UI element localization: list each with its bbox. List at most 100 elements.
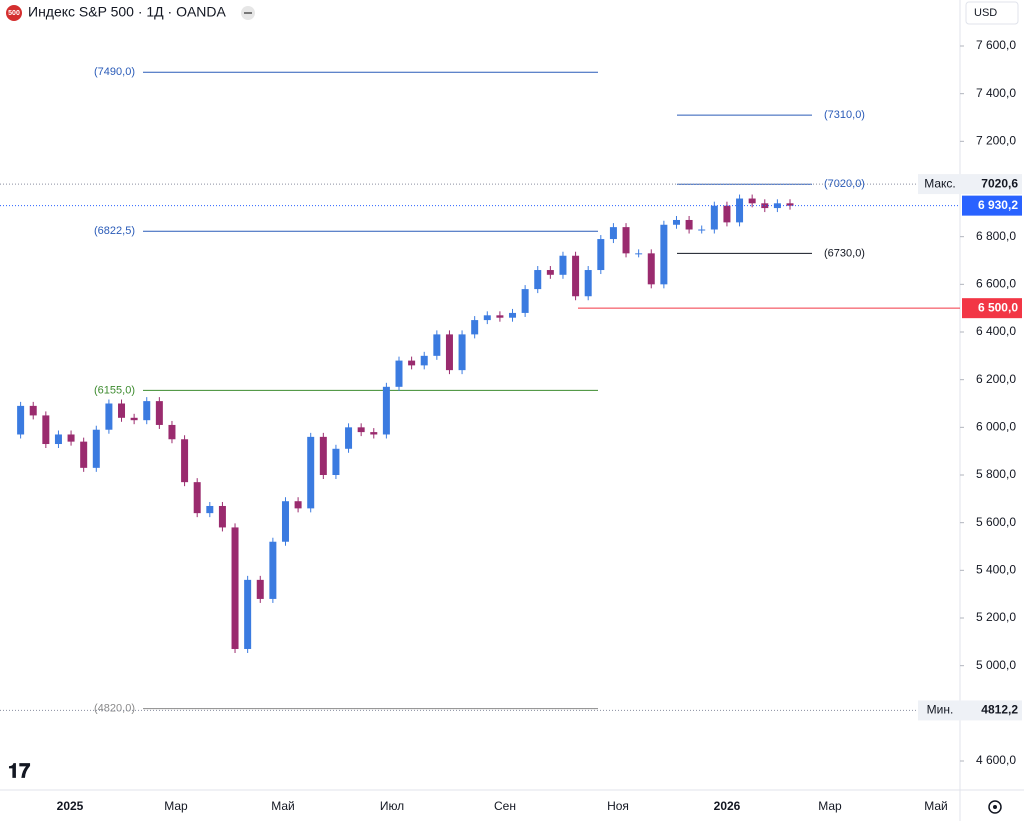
price-tag-name: Макс. <box>924 176 956 190</box>
price-tag-label: 4812,2 <box>981 703 1018 717</box>
candle <box>382 386 390 435</box>
x-tick-label: Май <box>924 799 948 813</box>
candle <box>572 255 580 297</box>
price-tag-box <box>918 174 962 195</box>
candle <box>483 315 491 321</box>
candle <box>420 355 428 366</box>
candle <box>546 270 554 275</box>
candle <box>181 439 189 483</box>
collapse-icon <box>244 12 252 14</box>
candle <box>118 403 126 418</box>
level-label: (7490,0) <box>94 66 135 78</box>
price-tag-label: 6 500,0 <box>978 300 1018 314</box>
tv-logo[interactable]: 𝟏𝟕 <box>8 760 30 782</box>
candle <box>29 405 37 416</box>
candle <box>244 579 252 649</box>
y-tick-label: 6 000,0 <box>976 420 1016 434</box>
candle <box>231 527 239 649</box>
candle <box>307 436 315 509</box>
candle <box>155 401 163 425</box>
y-tick-label: 5 000,0 <box>976 658 1016 672</box>
candle <box>748 198 756 204</box>
candle <box>269 541 277 599</box>
candle <box>647 253 655 285</box>
candle <box>609 227 617 240</box>
level-label: (4820,0) <box>94 702 135 714</box>
candle <box>698 229 706 231</box>
x-tick-label: 2026 <box>714 799 741 813</box>
currency: USD <box>974 7 997 19</box>
candle <box>206 505 214 514</box>
candle <box>42 415 50 445</box>
price-tag-box <box>918 700 962 721</box>
settings-icon[interactable] <box>988 800 1002 814</box>
y-tick-label: 5 200,0 <box>976 610 1016 624</box>
price-tag-label: 6 930,2 <box>978 198 1018 212</box>
candle <box>370 432 378 435</box>
candle <box>67 434 75 442</box>
candle <box>521 289 529 313</box>
candle <box>168 424 176 440</box>
y-tick-label: 5 400,0 <box>976 563 1016 577</box>
candle <box>496 315 504 318</box>
settings-icon-dot <box>993 805 997 809</box>
candle <box>105 403 113 430</box>
candle <box>723 205 731 223</box>
y-tick-label: 5 800,0 <box>976 467 1016 481</box>
candle <box>761 203 769 209</box>
candle <box>597 239 605 271</box>
candle <box>736 198 744 223</box>
y-tick-label: 6 800,0 <box>976 229 1016 243</box>
candle <box>193 482 201 514</box>
candle <box>471 320 479 335</box>
candle <box>534 270 542 290</box>
candle <box>622 227 630 254</box>
candle <box>559 255 567 275</box>
candle <box>130 417 138 421</box>
x-tick-label: Май <box>271 799 295 813</box>
candle <box>345 427 353 449</box>
y-tick-label: 7 400,0 <box>976 86 1016 100</box>
candle <box>294 501 302 509</box>
y-tick-label: 7 600,0 <box>976 38 1016 52</box>
candle <box>357 427 365 433</box>
candle <box>710 205 718 230</box>
x-tick-label: Ноя <box>607 799 629 813</box>
level-label: (7020,0) <box>824 178 865 190</box>
y-tick-label: 5 600,0 <box>976 515 1016 529</box>
y-tick-label: 6 200,0 <box>976 372 1016 386</box>
y-tick-label: 6 600,0 <box>976 277 1016 291</box>
candle <box>445 334 453 371</box>
x-tick-label: Сен <box>494 799 516 813</box>
candle <box>672 219 680 225</box>
level-label: (6822,5) <box>94 225 135 237</box>
candle <box>332 448 340 475</box>
price-tag <box>962 195 1022 216</box>
currency-button[interactable] <box>965 1 1019 25</box>
y-tick-label: 6 400,0 <box>976 324 1016 338</box>
candle <box>458 334 466 371</box>
candle <box>408 360 416 366</box>
candle <box>786 203 794 206</box>
candle <box>635 253 643 255</box>
y-tick-label: 4 600,0 <box>976 753 1016 767</box>
candle <box>80 441 88 468</box>
candle <box>319 436 327 475</box>
price-tag-label: 7020,6 <box>981 176 1018 190</box>
level-label: (6730,0) <box>824 247 865 259</box>
candle <box>143 401 151 421</box>
candle <box>584 270 592 297</box>
x-tick-label: Мар <box>818 799 842 813</box>
symbol-logo <box>6 5 22 21</box>
x-tick-label: Мар <box>164 799 188 813</box>
x-tick-label: Июл <box>380 799 404 813</box>
price-tag-name: Мин. <box>927 703 954 717</box>
candle <box>433 334 441 356</box>
candle <box>509 312 517 318</box>
chart-title[interactable]: Индекс S&P 500 · 1Д · OANDA <box>28 4 227 20</box>
y-tick-label: 7 200,0 <box>976 134 1016 148</box>
candle <box>660 224 668 285</box>
price-tag <box>962 174 1022 195</box>
